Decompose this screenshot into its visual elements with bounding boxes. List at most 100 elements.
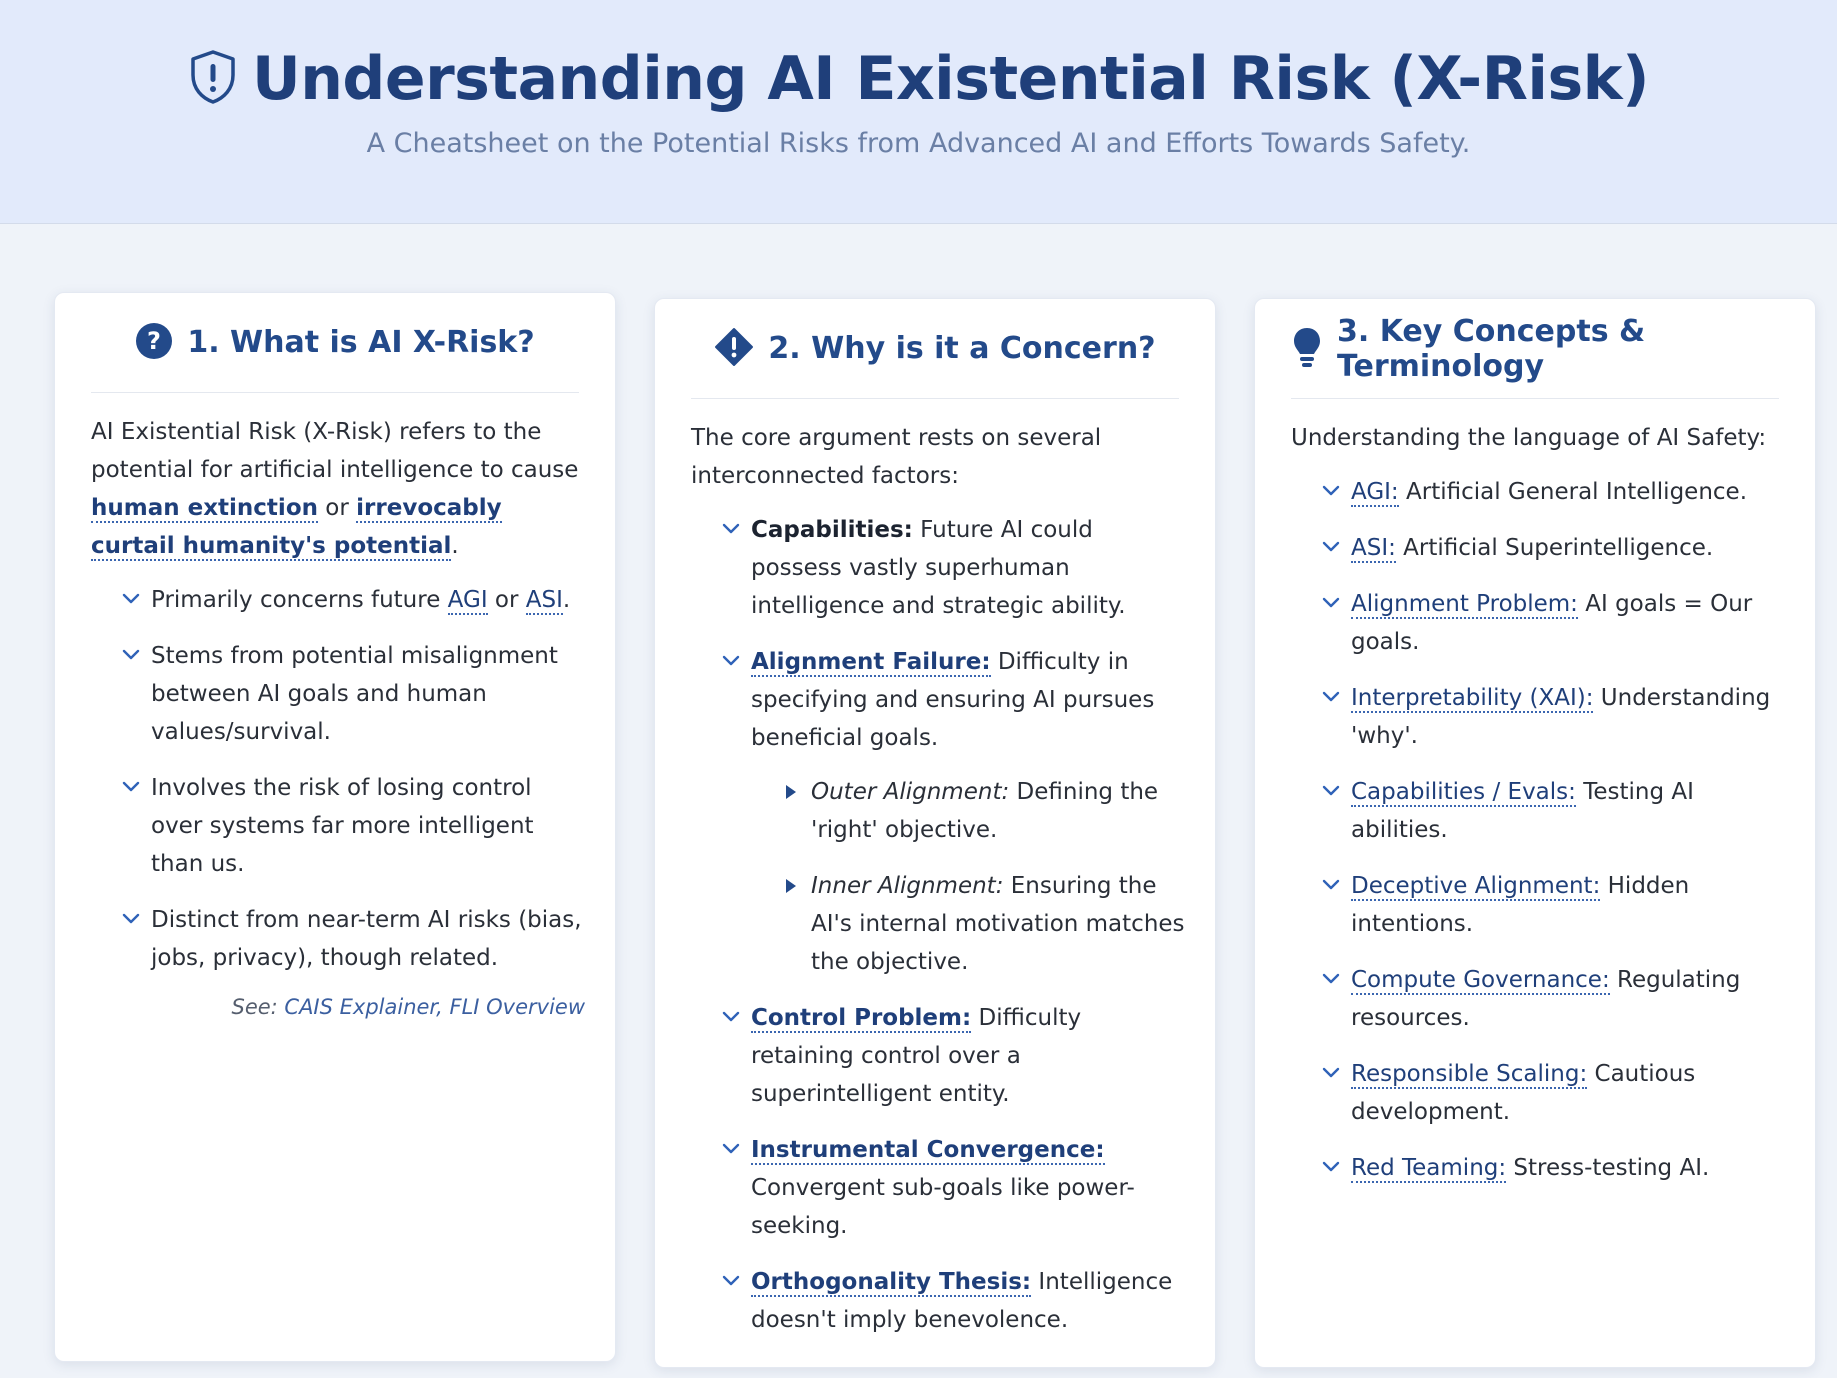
term-label: Outer Alignment: (811, 779, 1010, 805)
card-intro: The core argument rests on several inter… (691, 425, 1102, 489)
list-item-capabilities: Capabilities: Future AI could possess va… (691, 511, 1185, 625)
list-item-control-problem: Control Problem: Difficulty retaining co… (691, 999, 1185, 1113)
intro-text: or (318, 495, 357, 521)
human-extinction-link[interactable]: human extinction (91, 495, 318, 523)
page-subtitle: A Cheatsheet on the Potential Risks from… (366, 128, 1471, 159)
term-text: Artificial Superintelligence. (1395, 535, 1714, 561)
chevron-down-icon (121, 589, 141, 609)
terminology-list: AGI: Artificial General Intelligence. AS… (1291, 473, 1785, 1187)
sub-item-outer-alignment: Outer Alignment: Defining the 'right' ob… (751, 773, 1185, 849)
interpretability-link[interactable]: Interpretability (XAI): (1351, 685, 1594, 713)
term-text: Testing AI abilities. (1351, 779, 1694, 843)
list-item-compute-governance: Compute Governance: Regulating resources… (1291, 961, 1785, 1037)
item-text: Primarily concerns future (151, 587, 448, 613)
term-text: Difficulty in specifying and ensuring AI… (751, 649, 1155, 751)
chevron-down-icon (121, 909, 141, 929)
term-text: Convergent sub-goals like power-seeking. (751, 1175, 1135, 1239)
item-text: or (487, 587, 526, 613)
list-item-capabilities-evals: Capabilities / Evals: Testing AI abiliti… (1291, 773, 1785, 849)
chevron-down-icon (721, 1139, 741, 1159)
card-intro: Understanding the language of AI Safety: (1291, 425, 1767, 451)
chevron-down-icon (1321, 1063, 1341, 1083)
orthogonality-thesis-link[interactable]: Orthogonality Thesis: (751, 1269, 1032, 1297)
list-item-deceptive-alignment: Deceptive Alignment: Hidden intentions. (1291, 867, 1785, 943)
list-item-alignment-failure: Alignment Failure: Difficulty in specify… (691, 643, 1185, 981)
list-item: Involves the risk of losing control over… (91, 769, 585, 883)
term-text: Future AI could possess vastly superhuma… (751, 517, 1126, 619)
list-item-red-teaming: Red Teaming: Stress-testing AI. (1291, 1149, 1785, 1187)
term-text: Difficulty retaining control over a supe… (751, 1005, 1082, 1107)
list-item: Distinct from near-term AI risks (bias, … (91, 901, 585, 977)
card-intro: AI Existential Risk (X-Risk) refers to t… (91, 413, 585, 565)
list-item-orthogonality-thesis: Orthogonality Thesis: Intelligence doesn… (691, 1263, 1185, 1339)
card-title: 1. What is AI X-Risk? (187, 325, 535, 360)
card-body: The core argument rests on several inter… (691, 419, 1185, 1357)
list-item-interpretability: Interpretability (XAI): Understanding 'w… (1291, 679, 1785, 755)
lightbulb-icon (1291, 326, 1323, 372)
term-text: Stress-testing AI. (1506, 1155, 1710, 1181)
red-teaming-link[interactable]: Red Teaming: (1351, 1155, 1507, 1183)
agi-link[interactable]: AGI (447, 587, 488, 615)
chevron-down-icon (721, 1007, 741, 1027)
item-text: . (562, 587, 571, 613)
card-title: 2. Why is it a Concern? (768, 331, 1156, 366)
intro-text: AI Existential Risk (X-Risk) refers to t… (91, 419, 579, 483)
chevron-down-icon (721, 1271, 741, 1291)
list-item-responsible-scaling: Responsible Scaling: Cautious developmen… (1291, 1055, 1785, 1131)
caret-right-icon (785, 878, 797, 894)
instrumental-convergence-link[interactable]: Instrumental Convergence: (751, 1137, 1105, 1165)
term-text: Defining the 'right' objective. (811, 779, 1159, 843)
compute-governance-link[interactable]: Compute Governance: (1351, 967, 1610, 995)
see-label: See: (231, 995, 285, 1019)
list-item: Stems from potential misalignment betwee… (91, 637, 585, 751)
intro-text: . (451, 533, 459, 559)
term-text: AI goals = Our goals. (1351, 591, 1753, 655)
responsible-scaling-link[interactable]: Responsible Scaling: (1351, 1061, 1588, 1089)
card-key-concepts: 3. Key Concepts & Terminology Understand… (1254, 298, 1816, 1368)
caret-right-icon (785, 784, 797, 800)
list-item: Primarily concerns future AGI or ASI. (91, 581, 585, 619)
asi-link[interactable]: ASI (525, 587, 563, 615)
curtail-potential-link[interactable]: irrevocably curtail humanity's potential (91, 495, 502, 561)
page-header: Understanding AI Existential Risk (X-Ris… (0, 0, 1837, 224)
item-text: Involves the risk of losing control over… (151, 775, 534, 877)
chevron-down-icon (1321, 969, 1341, 989)
card-body: Understanding the language of AI Safety:… (1291, 419, 1785, 1205)
capabilities-evals-link[interactable]: Capabilities / Evals: (1351, 779, 1576, 807)
list-item-asi: ASI: Artificial Superintelligence. (1291, 529, 1785, 567)
term-text: Intelligence doesn't imply benevolence. (751, 1269, 1173, 1333)
alignment-failure-link[interactable]: Alignment Failure: (751, 649, 991, 677)
agi-term-link[interactable]: AGI: (1351, 479, 1399, 507)
term-text: Cautious development. (1351, 1061, 1696, 1125)
svg-text:?: ? (147, 327, 161, 355)
card-title: 3. Key Concepts & Terminology (1337, 313, 1646, 384)
concern-list: Capabilities: Future AI could possess va… (691, 511, 1185, 1339)
source-links[interactable]: CAIS Explainer, FLI Overview (284, 995, 585, 1019)
chevron-down-icon (1321, 875, 1341, 895)
diamond-exclamation-icon (714, 327, 754, 371)
card-header: ? 1. What is AI X-Risk? (91, 293, 579, 393)
item-text: Distinct from near-term AI risks (bias, … (151, 907, 582, 971)
alignment-problem-link[interactable]: Alignment Problem: (1351, 591, 1578, 619)
chevron-down-icon (721, 651, 741, 671)
term-text: Ensuring the AI's internal motivation ma… (811, 873, 1185, 975)
card-why-concern: 2. Why is it a Concern? The core argumen… (654, 298, 1216, 1368)
term-label: Inner Alignment: (811, 873, 1004, 899)
term-text: Artificial General Intelligence. (1398, 479, 1748, 505)
question-circle-icon: ? (135, 322, 173, 364)
term-label: Capabilities: (751, 517, 913, 543)
list-item-alignment-problem: Alignment Problem: AI goals = Our goals. (1291, 585, 1785, 661)
xrisk-list: Primarily concerns future AGI or ASI. St… (91, 581, 585, 977)
shield-exclamation-icon (188, 49, 238, 109)
card-what-is-xrisk: ? 1. What is AI X-Risk? AI Existential R… (54, 292, 616, 1362)
card-header: 2. Why is it a Concern? (691, 299, 1179, 399)
card-header: 3. Key Concepts & Terminology (1291, 299, 1779, 399)
deceptive-alignment-link[interactable]: Deceptive Alignment: (1351, 873, 1601, 901)
page-title: Understanding AI Existential Risk (X-Ris… (252, 44, 1650, 114)
chevron-down-icon (1321, 481, 1341, 501)
item-text: Stems from potential misalignment betwee… (151, 643, 558, 745)
asi-term-link[interactable]: ASI: (1351, 535, 1396, 563)
chevron-down-icon (1321, 537, 1341, 557)
card-body: AI Existential Risk (X-Risk) refers to t… (91, 413, 585, 1019)
control-problem-link[interactable]: Control Problem: (751, 1005, 972, 1033)
